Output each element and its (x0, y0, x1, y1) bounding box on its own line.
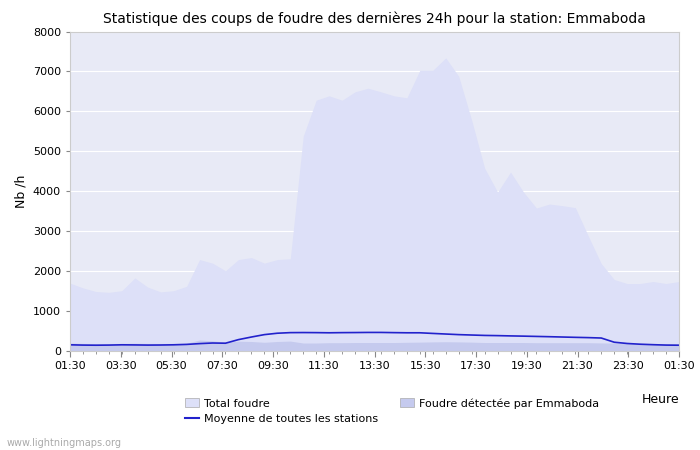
Legend: Total foudre, Moyenne de toutes les stations, Foudre détectée par Emmaboda: Total foudre, Moyenne de toutes les stat… (186, 398, 599, 424)
Text: Heure: Heure (641, 392, 679, 405)
Title: Statistique des coups de foudre des dernières 24h pour la station: Emmaboda: Statistique des coups de foudre des dern… (103, 12, 646, 26)
Text: www.lightningmaps.org: www.lightningmaps.org (7, 438, 122, 448)
Y-axis label: Nb /h: Nb /h (14, 175, 27, 208)
